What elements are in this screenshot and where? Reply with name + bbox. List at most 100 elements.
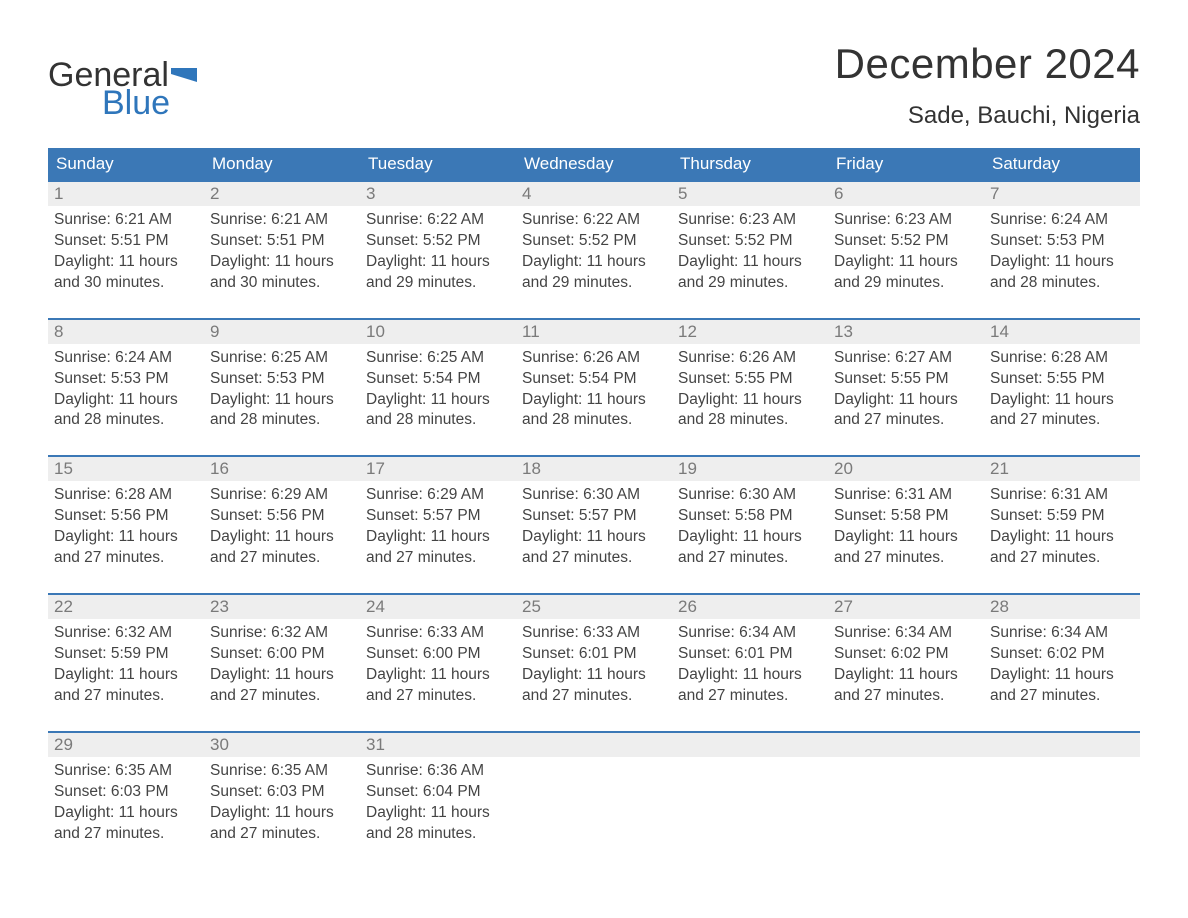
calendar-week-row: 1Sunrise: 6:21 AMSunset: 5:51 PMDaylight… [48, 181, 1140, 319]
sunset-text: Sunset: 6:03 PM [210, 782, 354, 803]
day-number: 2 [204, 182, 360, 206]
daylight-line1: Daylight: 11 hours [366, 665, 510, 686]
daylight-line1: Daylight: 11 hours [366, 390, 510, 411]
day-body: Sunrise: 6:28 AMSunset: 5:56 PMDaylight:… [48, 481, 204, 593]
sunset-text: Sunset: 5:51 PM [210, 231, 354, 252]
daylight-line1: Daylight: 11 hours [210, 803, 354, 824]
day-number: 7 [984, 182, 1140, 206]
day-body: Sunrise: 6:28 AMSunset: 5:55 PMDaylight:… [984, 344, 1140, 456]
calendar-day-cell: 21Sunrise: 6:31 AMSunset: 5:59 PMDayligh… [984, 456, 1140, 594]
day-number: 22 [48, 595, 204, 619]
sunset-text: Sunset: 5:56 PM [210, 506, 354, 527]
sunrise-text: Sunrise: 6:31 AM [990, 485, 1134, 506]
daylight-line1: Daylight: 11 hours [366, 527, 510, 548]
sunrise-text: Sunrise: 6:26 AM [678, 348, 822, 369]
sunrise-text: Sunrise: 6:29 AM [210, 485, 354, 506]
day-header-mon: Monday [204, 148, 360, 181]
sunrise-text: Sunrise: 6:22 AM [522, 210, 666, 231]
daylight-line1: Daylight: 11 hours [210, 665, 354, 686]
daylight-line2: and 28 minutes. [366, 410, 510, 431]
calendar-day-cell: 23Sunrise: 6:32 AMSunset: 6:00 PMDayligh… [204, 594, 360, 732]
day-number: 30 [204, 733, 360, 757]
daylight-line2: and 27 minutes. [990, 410, 1134, 431]
daylight-line1: Daylight: 11 hours [366, 252, 510, 273]
daylight-line1: Daylight: 11 hours [210, 252, 354, 273]
day-body: Sunrise: 6:26 AMSunset: 5:54 PMDaylight:… [516, 344, 672, 456]
day-body: Sunrise: 6:36 AMSunset: 6:04 PMDaylight:… [360, 757, 516, 869]
sunrise-text: Sunrise: 6:21 AM [210, 210, 354, 231]
day-number: 17 [360, 457, 516, 481]
daylight-line2: and 27 minutes. [366, 548, 510, 569]
sunset-text: Sunset: 5:55 PM [678, 369, 822, 390]
sunset-text: Sunset: 6:00 PM [366, 644, 510, 665]
daylight-line1: Daylight: 11 hours [678, 390, 822, 411]
daylight-line2: and 30 minutes. [210, 273, 354, 294]
day-body: Sunrise: 6:22 AMSunset: 5:52 PMDaylight:… [516, 206, 672, 318]
calendar-day-cell: 2 Sunrise: 6:21 AMSunset: 5:51 PMDaylight… [204, 181, 360, 319]
sunrise-text: Sunrise: 6:24 AM [990, 210, 1134, 231]
sunrise-text: Sunrise: 6:34 AM [990, 623, 1134, 644]
daylight-line1: Daylight: 11 hours [522, 390, 666, 411]
sunrise-text: Sunrise: 6:32 AM [210, 623, 354, 644]
daylight-line2: and 27 minutes. [210, 686, 354, 707]
header-region: General Blue December 2024 Sade, Bauchi,… [48, 40, 1140, 130]
calendar-day-cell: 12Sunrise: 6:26 AMSunset: 5:55 PMDayligh… [672, 319, 828, 457]
sunrise-text: Sunrise: 6:33 AM [522, 623, 666, 644]
calendar-day-cell: 28Sunrise: 6:34 AMSunset: 6:02 PMDayligh… [984, 594, 1140, 732]
sunset-text: Sunset: 5:52 PM [522, 231, 666, 252]
sunrise-text: Sunrise: 6:25 AM [366, 348, 510, 369]
sunset-text: Sunset: 5:51 PM [54, 231, 198, 252]
sunrise-text: Sunrise: 6:33 AM [366, 623, 510, 644]
day-body: Sunrise: 6:29 AMSunset: 5:57 PMDaylight:… [360, 481, 516, 593]
daylight-line1: Daylight: 11 hours [54, 252, 198, 273]
sunset-text: Sunset: 5:54 PM [522, 369, 666, 390]
day-number: 4 [516, 182, 672, 206]
sunrise-text: Sunrise: 6:30 AM [522, 485, 666, 506]
sunset-text: Sunset: 6:01 PM [522, 644, 666, 665]
logo-flag-icon [171, 68, 197, 88]
sunset-text: Sunset: 5:59 PM [990, 506, 1134, 527]
calendar-day-cell: 14Sunrise: 6:28 AMSunset: 5:55 PMDayligh… [984, 319, 1140, 457]
calendar-day-cell: 5Sunrise: 6:23 AMSunset: 5:52 PMDaylight… [672, 181, 828, 319]
sunrise-text: Sunrise: 6:31 AM [834, 485, 978, 506]
day-body: Sunrise: 6:26 AMSunset: 5:55 PMDaylight:… [672, 344, 828, 456]
sunrise-text: Sunrise: 6:35 AM [210, 761, 354, 782]
day-number: 3 [360, 182, 516, 206]
daylight-line2: and 28 minutes. [678, 410, 822, 431]
day-body: Sunrise: 6:23 AMSunset: 5:52 PMDaylight:… [828, 206, 984, 318]
day-number: 24 [360, 595, 516, 619]
sunrise-text: Sunrise: 6:26 AM [522, 348, 666, 369]
day-number: 18 [516, 457, 672, 481]
day-number: 13 [828, 320, 984, 344]
daylight-line2: and 28 minutes. [210, 410, 354, 431]
daylight-line1: Daylight: 11 hours [54, 390, 198, 411]
day-body: Sunrise: 6:34 AMSunset: 6:02 PMDaylight:… [984, 619, 1140, 731]
calendar-day-cell: 16Sunrise: 6:29 AMSunset: 5:56 PMDayligh… [204, 456, 360, 594]
day-number: 27 [828, 595, 984, 619]
day-body: Sunrise: 6:35 AMSunset: 6:03 PMDaylight:… [48, 757, 204, 869]
daylight-line1: Daylight: 11 hours [990, 527, 1134, 548]
sunrise-text: Sunrise: 6:27 AM [834, 348, 978, 369]
sunset-text: Sunset: 6:02 PM [834, 644, 978, 665]
daylight-line2: and 27 minutes. [54, 824, 198, 845]
day-number-empty [516, 733, 672, 757]
calendar-week-row: 8Sunrise: 6:24 AMSunset: 5:53 PMDaylight… [48, 319, 1140, 457]
daylight-line2: and 27 minutes. [522, 686, 666, 707]
sunrise-text: Sunrise: 6:23 AM [678, 210, 822, 231]
daylight-line1: Daylight: 11 hours [834, 390, 978, 411]
daylight-line1: Daylight: 11 hours [54, 803, 198, 824]
day-header-sat: Saturday [984, 148, 1140, 181]
sunset-text: Sunset: 5:52 PM [366, 231, 510, 252]
sunset-text: Sunset: 5:53 PM [54, 369, 198, 390]
calendar-day-cell: 24 Sunrise: 6:33 AMSunset: 6:00 PMDayligh… [360, 594, 516, 732]
day-number: 29 [48, 733, 204, 757]
day-number-empty [828, 733, 984, 757]
day-body: Sunrise: 6:23 AMSunset: 5:52 PMDaylight:… [672, 206, 828, 318]
day-body: Sunrise: 6:24 AMSunset: 5:53 PMDaylight:… [984, 206, 1140, 318]
daylight-line1: Daylight: 11 hours [678, 665, 822, 686]
calendar-day-cell: 22Sunrise: 6:32 AMSunset: 5:59 PMDayligh… [48, 594, 204, 732]
daylight-line1: Daylight: 11 hours [210, 390, 354, 411]
calendar-day-cell: 19Sunrise: 6:30 AMSunset: 5:58 PMDayligh… [672, 456, 828, 594]
daylight-line1: Daylight: 11 hours [54, 665, 198, 686]
day-number-empty [672, 733, 828, 757]
